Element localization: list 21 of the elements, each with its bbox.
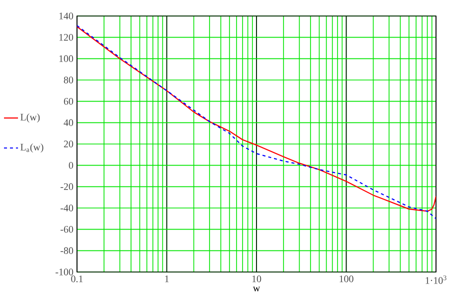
y-tick-label: 60	[64, 98, 74, 105]
y-tick-label: 0	[68, 162, 74, 169]
y-tick-label: 40	[64, 119, 74, 126]
y-tick-label: 120	[59, 34, 74, 41]
y-tick-label: 80	[64, 76, 74, 84]
legend-label: L$_{a}$(w)	[20, 143, 44, 153]
y-tick-label: 20	[64, 140, 74, 148]
y-tick-label: 140	[59, 12, 74, 20]
x-tick-label: 0.1	[71, 276, 83, 282]
x-tick-label: 100	[340, 276, 354, 282]
y-tick-label: -80	[60, 247, 74, 254]
y-tick-label: -100	[56, 268, 74, 276]
legend-label: L(w)	[20, 113, 40, 123]
y-tick-label: 100	[59, 55, 74, 62]
y-tick-label: -60	[60, 226, 74, 233]
x-axis-title: w	[252, 286, 260, 292]
x-tick-label: 1·10$^{3}$	[426, 276, 446, 284]
y-tick-label: -40	[60, 204, 74, 212]
y-tick-label: -20	[60, 183, 74, 190]
x-tick-label: 10	[252, 276, 262, 282]
x-tick-label: 1	[165, 276, 169, 282]
